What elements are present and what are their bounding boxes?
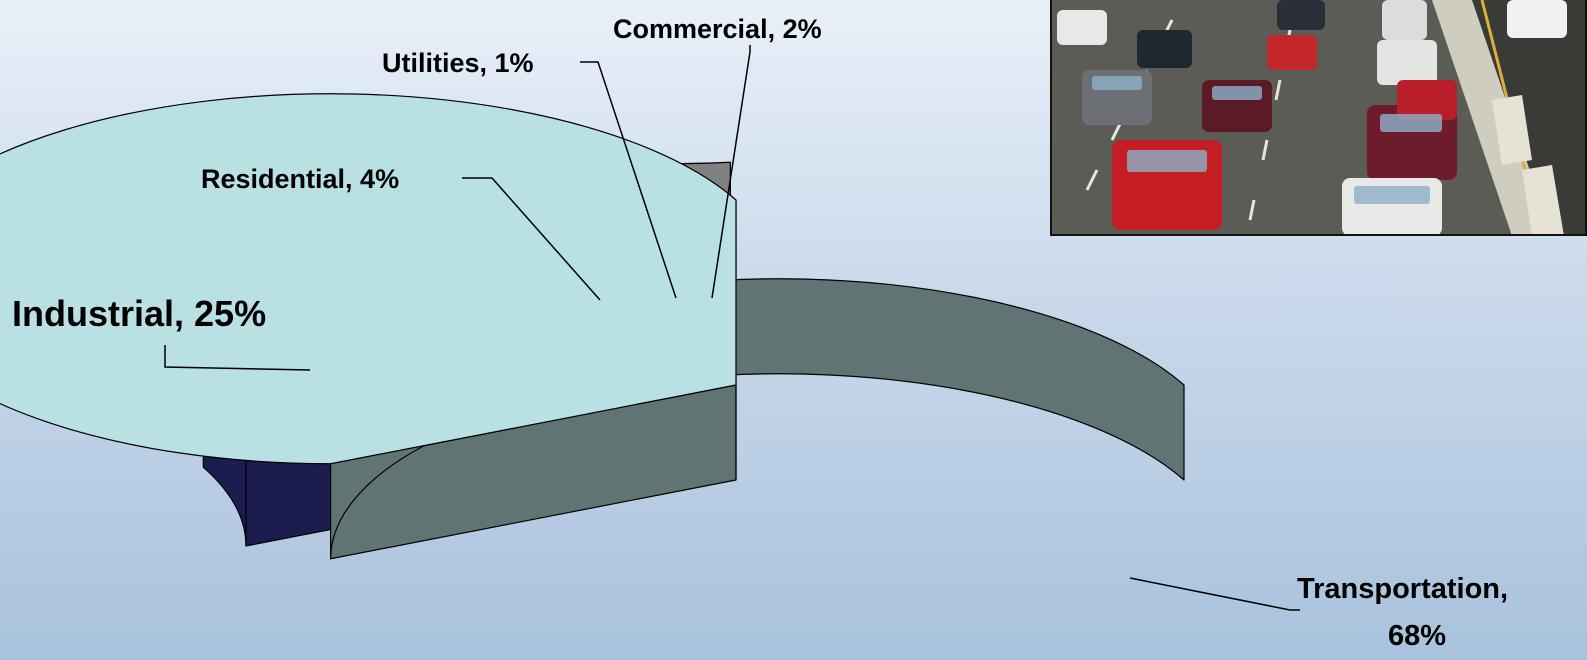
leader-line-industrial	[164, 345, 311, 371]
pie-slices	[0, 93, 1185, 560]
leader-line-utilities	[580, 61, 677, 299]
label-industrial: Industrial, 25%	[12, 293, 266, 334]
leader-line-transportation	[1129, 577, 1300, 611]
data-labels: Industrial, 25% Residential, 4% Utilitie…	[12, 14, 1508, 652]
highway-traffic-photo	[1050, 0, 1587, 236]
label-transportation-pct: 68%	[1388, 620, 1446, 652]
label-commercial: Commercial, 2%	[613, 14, 822, 44]
leader-line-residential	[462, 177, 601, 301]
label-residential: Residential, 4%	[201, 164, 399, 194]
pie-slice-transportation	[0, 93, 1185, 560]
label-transportation: Transportation,	[1297, 573, 1508, 605]
leader-line-commercial	[711, 45, 751, 299]
leader-lines	[164, 45, 1300, 611]
slice-top-transportation	[0, 93, 737, 465]
label-utilities: Utilities, 1%	[382, 48, 534, 78]
